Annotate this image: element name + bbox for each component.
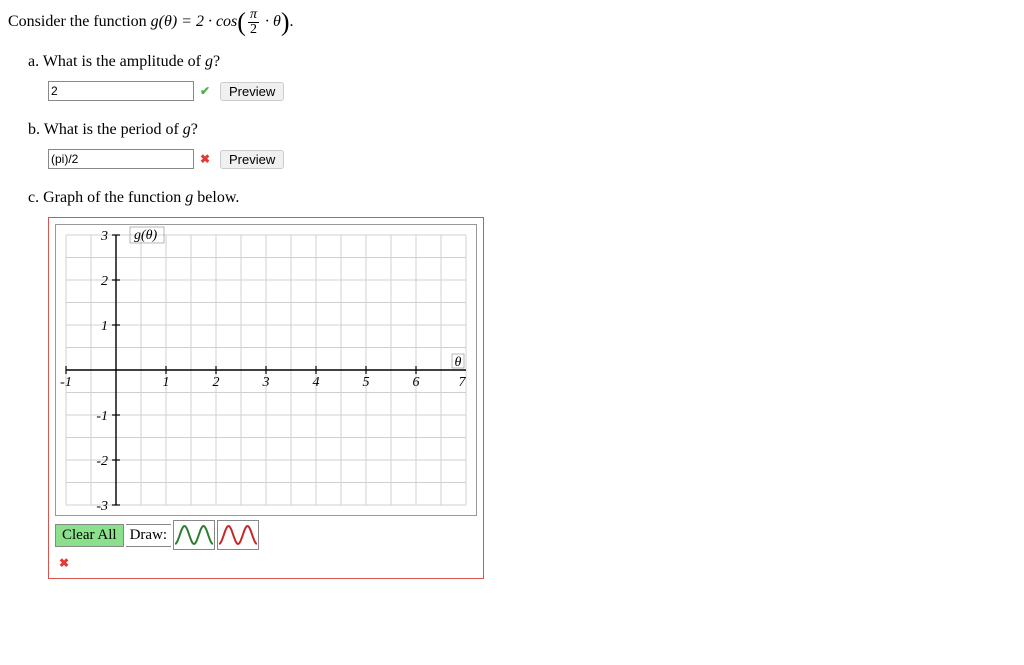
stem-frac: π2	[248, 8, 259, 37]
part-a-q: ?	[213, 53, 220, 70]
part-a-var: g	[205, 53, 213, 70]
wave-tool-2[interactable]	[217, 520, 259, 550]
svg-text:-3: -3	[96, 499, 108, 514]
paren-open: (	[237, 8, 246, 37]
part-c-after: below.	[193, 189, 239, 206]
clear-all-button[interactable]: Clear All	[55, 524, 124, 547]
part-b-var: g	[183, 121, 191, 138]
svg-text:5: 5	[363, 375, 370, 390]
question-stem: Consider the function g(θ) = 2 · cos(π2 …	[8, 8, 1016, 37]
answer-row-b: ✖ Preview	[48, 149, 1016, 169]
frac-num: π	[248, 8, 259, 23]
svg-text:7: 7	[459, 375, 467, 390]
svg-text:g(θ): g(θ)	[134, 228, 158, 243]
part-a-label: a. What is the amplitude of g?	[28, 53, 1016, 71]
svg-text:2: 2	[213, 375, 220, 390]
svg-text:4: 4	[313, 375, 320, 390]
draw-label: Draw:	[126, 524, 172, 547]
svg-text:1: 1	[163, 375, 170, 390]
x-icon: ✖	[57, 557, 71, 571]
preview-button-a[interactable]: Preview	[220, 82, 284, 101]
part-b-text: b. What is the period of	[28, 121, 183, 138]
paren-close: )	[281, 8, 290, 37]
wave-icon-2	[219, 523, 257, 547]
part-a: a. What is the amplitude of g? ✔ Preview	[28, 53, 1016, 101]
part-b-q: ?	[191, 121, 198, 138]
period-input[interactable]	[48, 149, 194, 169]
x-icon: ✖	[198, 152, 212, 166]
part-a-text: a. What is the amplitude of	[28, 53, 205, 70]
svg-text:-1: -1	[60, 375, 72, 390]
svg-text:2: 2	[101, 274, 108, 289]
graph-container: -1123456-3-2-1123g(θ)θ7 Clear All Draw: …	[48, 217, 484, 579]
part-b-label: b. What is the period of g?	[28, 121, 1016, 139]
graph-controls: Clear All Draw:	[55, 520, 477, 550]
svg-text:-2: -2	[96, 454, 108, 469]
part-c-text: c. Graph of the function	[28, 189, 185, 206]
svg-text:3: 3	[262, 375, 270, 390]
svg-text:-1: -1	[96, 409, 108, 424]
part-b: b. What is the period of g? ✖ Preview	[28, 121, 1016, 169]
stem-prefix: Consider the function	[8, 13, 151, 30]
amplitude-input[interactable]	[48, 81, 194, 101]
stem-suffix: .	[290, 13, 294, 30]
stem-func: g(θ) = 2 · cos	[151, 13, 238, 30]
part-c-label: c. Graph of the function g below.	[28, 189, 1016, 207]
wave-icon-1	[175, 523, 213, 547]
graph-canvas[interactable]: -1 1 2 3 4 5 6 -3 -2 -1 1 2 3 g(θ) θ 7	[55, 224, 477, 516]
svg-text:θ: θ	[455, 355, 462, 370]
svg-text:6: 6	[413, 375, 420, 390]
part-c: c. Graph of the function g below. -1 1 2 3 4…	[28, 189, 1016, 579]
stem-dot-theta: · θ	[261, 13, 281, 30]
graph-error-icon: ✖	[55, 554, 477, 572]
preview-button-b[interactable]: Preview	[220, 150, 284, 169]
wave-tool-1[interactable]	[173, 520, 215, 550]
svg-text:1: 1	[101, 319, 108, 334]
svg-text:3: 3	[100, 229, 108, 244]
answer-row-a: ✔ Preview	[48, 81, 1016, 101]
check-icon: ✔	[198, 84, 212, 98]
frac-den: 2	[248, 23, 259, 37]
